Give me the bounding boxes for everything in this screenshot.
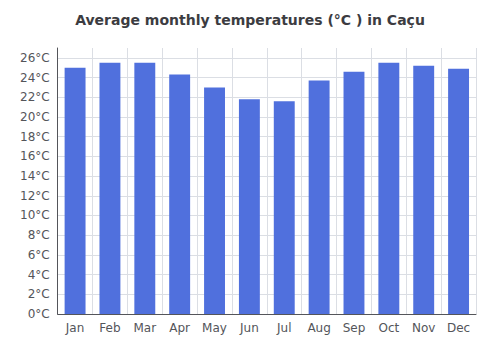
svg-text:Dec: Dec: [447, 321, 470, 335]
svg-text:Aug: Aug: [307, 321, 330, 335]
svg-text:22°C: 22°C: [20, 90, 50, 104]
svg-text:Oct: Oct: [378, 321, 399, 335]
svg-text:2°C: 2°C: [28, 287, 50, 301]
svg-text:8°C: 8°C: [28, 228, 50, 242]
svg-text:26°C: 26°C: [20, 51, 50, 65]
svg-text:Jun: Jun: [239, 321, 259, 335]
svg-text:6°C: 6°C: [28, 248, 50, 262]
svg-text:Mar: Mar: [133, 321, 156, 335]
svg-text:Jan: Jan: [65, 321, 85, 335]
svg-text:May: May: [202, 321, 227, 335]
svg-text:12°C: 12°C: [20, 189, 50, 203]
svg-text:24°C: 24°C: [20, 71, 50, 85]
svg-text:Nov: Nov: [412, 321, 435, 335]
svg-text:Apr: Apr: [169, 321, 190, 335]
svg-text:0°C: 0°C: [28, 307, 50, 321]
svg-text:Average monthly temperatures (: Average monthly temperatures (°C ) in Ca…: [75, 12, 425, 28]
svg-text:Feb: Feb: [99, 321, 120, 335]
svg-text:10°C: 10°C: [20, 208, 50, 222]
svg-text:Sep: Sep: [343, 321, 366, 335]
svg-text:Jul: Jul: [276, 321, 291, 335]
svg-text:18°C: 18°C: [20, 130, 50, 144]
svg-text:20°C: 20°C: [20, 110, 50, 124]
svg-text:16°C: 16°C: [20, 149, 50, 163]
svg-text:4°C: 4°C: [28, 268, 50, 282]
svg-text:14°C: 14°C: [20, 169, 50, 183]
